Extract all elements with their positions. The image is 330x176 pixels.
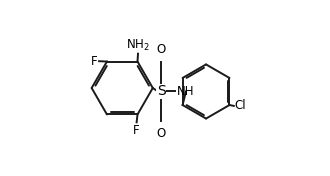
- Text: O: O: [156, 127, 166, 140]
- Text: S: S: [157, 84, 166, 99]
- Text: O: O: [156, 43, 166, 56]
- Text: NH: NH: [177, 85, 194, 98]
- Text: NH$_2$: NH$_2$: [126, 38, 150, 53]
- Text: Cl: Cl: [235, 99, 246, 112]
- Text: F: F: [91, 55, 98, 68]
- Text: F: F: [133, 124, 140, 137]
